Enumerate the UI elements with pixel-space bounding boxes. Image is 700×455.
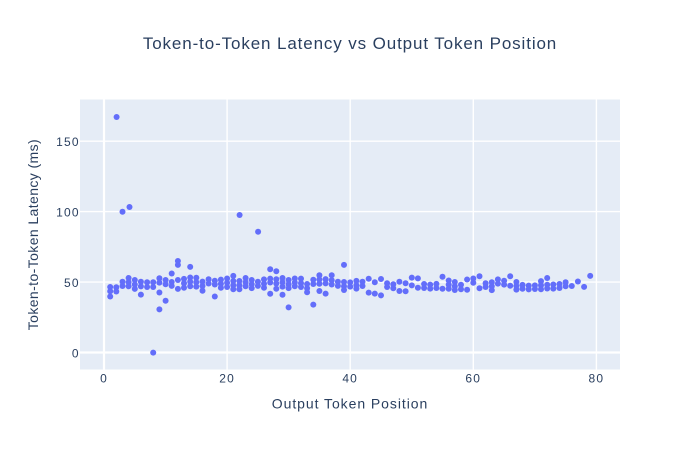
svg-text:60: 60 xyxy=(465,372,481,386)
svg-text:50: 50 xyxy=(64,276,80,290)
svg-text:Output Token Position: Output Token Position xyxy=(272,396,428,412)
svg-text:100: 100 xyxy=(56,205,80,219)
svg-text:Token-to-Token Latency (ms): Token-to-Token Latency (ms) xyxy=(25,139,41,330)
svg-text:80: 80 xyxy=(589,372,605,386)
svg-text:40: 40 xyxy=(342,372,358,386)
svg-text:150: 150 xyxy=(56,135,80,149)
svg-text:0: 0 xyxy=(100,372,108,386)
svg-text:0: 0 xyxy=(72,346,80,360)
svg-text:Token-to-Token Latency vs Outp: Token-to-Token Latency vs Output Token P… xyxy=(143,34,557,53)
svg-text:20: 20 xyxy=(219,372,235,386)
